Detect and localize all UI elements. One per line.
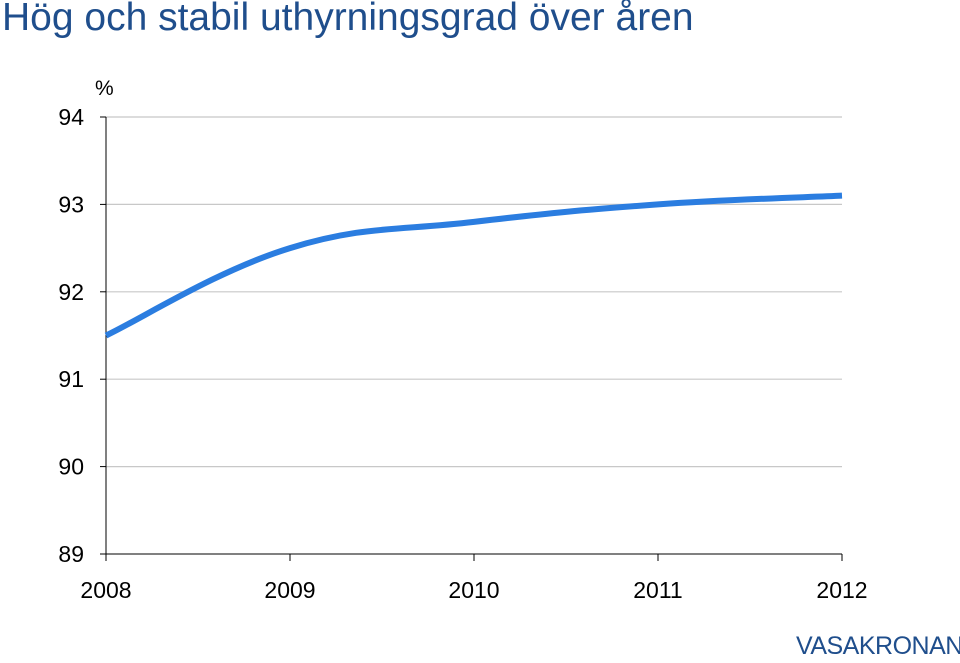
series-line [104,192,843,339]
x-tick-label: 2009 [264,577,315,603]
vasakronan-logo: VASAKRONAN [796,632,960,660]
x-tick-label: 2011 [633,577,682,603]
x-tick-label: 2010 [448,577,499,603]
y-tick-label: 92 [58,279,84,305]
x-tick-label: 2008 [80,577,131,603]
x-tick-label: 2012 [816,577,867,603]
x-tick-labels: 2008 2009 2010 2011 2012 [80,577,867,603]
page-title: Hög och stabil uthyrningsgrad över åren [2,0,694,39]
gridlines [106,116,842,468]
y-tick-label: 93 [58,191,84,217]
y-tick-label: 94 [58,104,84,130]
y-tick-label: 89 [58,541,84,567]
y-tick-label: 90 [58,454,84,480]
y-axis-unit-label: % [95,77,114,100]
y-tick-label: 91 [58,366,84,392]
series-group [104,192,843,339]
y-tick-labels: 89 90 91 92 93 94 [58,104,84,567]
axes [100,116,843,561]
